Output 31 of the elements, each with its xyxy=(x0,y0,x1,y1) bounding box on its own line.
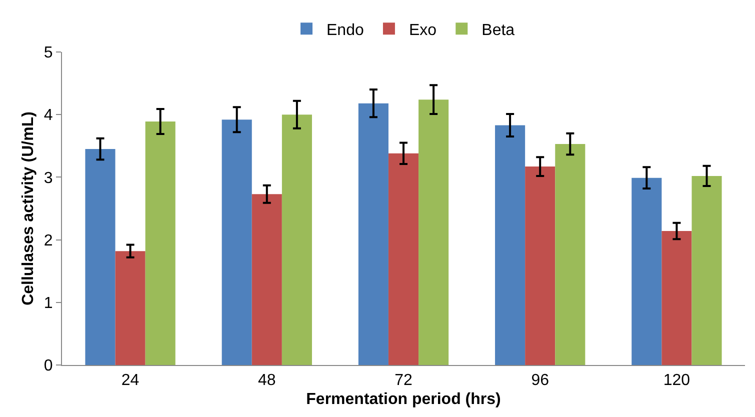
x-tick-label: 48 xyxy=(258,372,276,390)
x-tick-label: 120 xyxy=(663,372,690,390)
bar xyxy=(692,176,722,365)
bar xyxy=(222,120,252,365)
bar xyxy=(418,100,449,365)
bar xyxy=(145,121,176,365)
bar xyxy=(85,149,116,365)
bar xyxy=(555,144,586,365)
bar xyxy=(115,251,146,365)
bar xyxy=(388,153,419,365)
legend-label: Exo xyxy=(408,22,437,39)
y-tick-label: 1 xyxy=(44,295,53,312)
y-tick-label: 0 xyxy=(44,358,53,375)
y-tick-label: 4 xyxy=(44,107,53,124)
y-axis-title: Cellulases activity (U/mL) xyxy=(20,112,37,306)
bar xyxy=(525,166,556,365)
bar xyxy=(662,231,692,365)
x-tick-label: 72 xyxy=(394,372,412,390)
x-tick-label: 24 xyxy=(121,372,140,390)
legend-label: Beta xyxy=(482,22,515,39)
bar xyxy=(632,178,662,365)
y-tick-label: 2 xyxy=(44,232,53,250)
y-tick-label: 5 xyxy=(44,44,53,62)
x-axis-title: Fermentation period (hrs) xyxy=(306,390,501,408)
bar xyxy=(358,103,388,365)
x-tick-label: 96 xyxy=(531,372,550,390)
bar xyxy=(495,125,526,365)
bar xyxy=(282,114,312,365)
bar xyxy=(252,194,282,365)
y-tick-label: 3 xyxy=(44,170,53,187)
legend-label: Endo xyxy=(326,22,364,39)
